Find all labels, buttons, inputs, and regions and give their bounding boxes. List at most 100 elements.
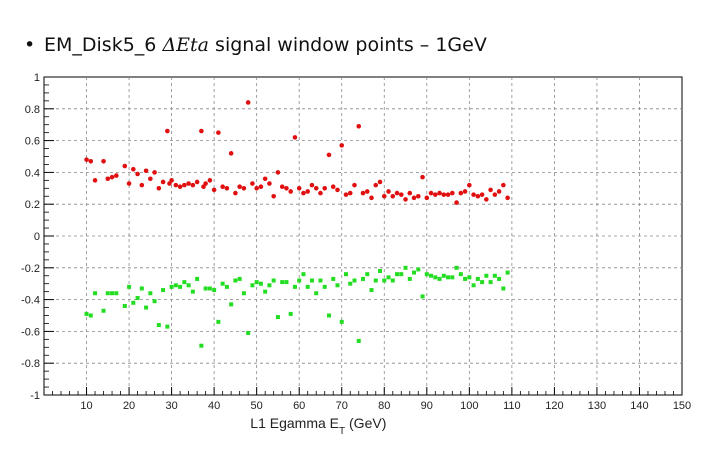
green-data-point [356, 338, 361, 343]
green-data-point [343, 272, 348, 277]
x-tick-label: 70 [336, 400, 348, 412]
tick-layer: 10 20 30 40 50 60 70 80 90 100 110 120 130 140 150-1-0… [21, 72, 691, 412]
x-tick-label: 110 [503, 400, 521, 412]
red-data-point [322, 186, 328, 191]
red-data-point [296, 186, 302, 191]
green-data-point [454, 265, 459, 270]
red-data-point [356, 123, 362, 129]
red-data-point [288, 189, 293, 194]
red-data-point [284, 186, 289, 191]
red-data-point [458, 190, 464, 196]
red-data-point [143, 168, 149, 174]
x-tick-label: 120 [545, 400, 563, 412]
red-data-point [279, 184, 285, 190]
red-data-point [441, 192, 447, 197]
red-data-point [369, 195, 374, 201]
red-data-point [186, 181, 191, 186]
green-data-point [369, 288, 374, 293]
red-data-point [386, 189, 391, 194]
green-data-point [309, 278, 314, 283]
green-data-point [386, 275, 391, 280]
green-data-point [246, 330, 251, 335]
green-data-point [220, 281, 225, 286]
red-data-point [360, 190, 366, 196]
red-data-point [156, 186, 162, 191]
green-data-point [497, 276, 502, 281]
green-data-point [467, 275, 472, 280]
green-data-point [156, 323, 161, 328]
red-data-point [228, 151, 234, 156]
green-data-point [195, 276, 200, 281]
green-data-point [412, 270, 417, 275]
red-data-point [420, 174, 425, 180]
red-data-point [505, 195, 510, 201]
green-data-point [407, 276, 412, 281]
scatter-chart: 10 20 30 40 50 60 70 80 90 100 110 120 130 140 150-1-0… [21, 72, 691, 437]
x-tick-label: 150 [673, 400, 691, 412]
x-tick-label: 10 [80, 400, 92, 412]
green-data-point [275, 315, 280, 320]
red-data-point [135, 171, 140, 177]
x-tick-label: 130 [588, 400, 606, 412]
red-data-point [377, 179, 383, 185]
green-data-point [348, 281, 353, 286]
red-data-point [313, 186, 319, 191]
green-data-point [326, 313, 331, 318]
green-data-point [331, 276, 336, 281]
green-data-point [84, 311, 89, 316]
green-data-point [178, 284, 183, 289]
red-data-point [173, 182, 179, 188]
red-data-point [301, 190, 306, 196]
x-tick-label: 20 [123, 400, 135, 412]
red-data-point [258, 184, 264, 190]
green-data-point [203, 286, 208, 291]
y-tick-label: -1 [30, 390, 40, 402]
red-data-point [220, 184, 225, 190]
y-tick-label: 0.2 [25, 199, 40, 211]
red-data-point [484, 197, 489, 202]
red-data-point [224, 186, 230, 191]
red-data-point [262, 176, 268, 182]
red-data-point [398, 192, 404, 197]
red-data-point [233, 190, 238, 196]
red-data-point [199, 128, 204, 134]
green-data-point [450, 275, 455, 280]
red-data-point [148, 176, 153, 182]
green-data-point [271, 278, 276, 283]
red-data-point [335, 187, 340, 193]
green-data-point [280, 280, 285, 285]
green-data-point [399, 272, 404, 277]
green-data-point [339, 319, 344, 324]
green-data-point [505, 270, 510, 275]
green-data-point [144, 305, 149, 310]
title-suffix: signal window points – 1GeV [209, 34, 487, 56]
green-data-point [361, 276, 365, 281]
red-data-point [109, 174, 115, 180]
green-data-point [352, 278, 357, 283]
red-data-point [169, 178, 174, 183]
red-data-point [177, 184, 183, 190]
red-data-point [501, 182, 506, 188]
red-data-point [88, 158, 94, 164]
red-data-point [450, 190, 455, 196]
green-data-point [318, 278, 323, 283]
green-data-point [365, 272, 370, 277]
red-data-point [437, 190, 442, 196]
title-prefix: EM_Disk5_6 [44, 34, 163, 56]
red-data-point [131, 166, 136, 172]
green-data-point [114, 291, 119, 296]
x-tick-label: 100 [460, 400, 478, 412]
green-data-point [301, 272, 306, 277]
green-data-point [390, 278, 395, 283]
red-data-point [352, 182, 357, 188]
green-data-point [233, 278, 238, 283]
y-tick-label: 0.6 [25, 136, 40, 148]
red-data-point [182, 182, 187, 188]
green-data-point [284, 280, 289, 285]
red-data-point [462, 189, 468, 194]
green-data-point [305, 284, 310, 289]
red-data-point [92, 178, 98, 183]
y-tick-label: -0.2 [21, 263, 40, 275]
x-tick-label: 60 [293, 400, 305, 412]
green-data-point [441, 273, 446, 278]
